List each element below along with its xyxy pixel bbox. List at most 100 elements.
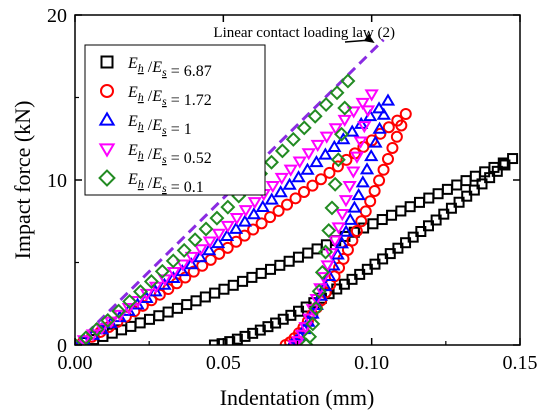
data-point — [175, 263, 190, 277]
data-point — [309, 155, 324, 168]
data-point — [407, 231, 419, 243]
data-point — [264, 192, 279, 205]
data-point — [377, 163, 390, 176]
data-point — [461, 190, 473, 202]
x-tick-label: 0.10 — [354, 352, 389, 374]
data-point — [154, 263, 170, 279]
data-point — [350, 225, 363, 238]
data-point — [165, 253, 181, 269]
data-point — [438, 208, 450, 220]
data-point — [453, 196, 465, 208]
data-point — [75, 337, 83, 345]
data-point — [340, 153, 353, 166]
data-point — [330, 247, 345, 260]
data-point — [247, 197, 262, 210]
data-point — [187, 232, 203, 248]
data-point — [125, 320, 137, 332]
data-point — [432, 188, 444, 200]
data-point — [176, 242, 192, 258]
data-point — [287, 340, 302, 345]
data-point — [327, 176, 343, 192]
data-point — [291, 170, 306, 183]
data-point — [491, 165, 503, 177]
data-point — [395, 205, 407, 217]
data-point — [282, 177, 297, 190]
data-point — [210, 236, 226, 249]
data-point — [143, 274, 159, 290]
legend-box — [84, 44, 266, 196]
data-point — [346, 166, 361, 179]
data-point — [78, 330, 94, 345]
data-point — [227, 279, 239, 291]
annotation-arrowhead — [363, 34, 375, 44]
data-point — [390, 130, 403, 143]
data-point — [175, 259, 191, 272]
data-point — [98, 143, 116, 158]
data-point — [143, 313, 155, 325]
data-point — [255, 217, 268, 230]
data-point — [209, 210, 225, 226]
data-point — [331, 160, 344, 173]
data-point — [343, 212, 358, 225]
data-point — [281, 198, 294, 211]
y-tick-label: 0 — [57, 335, 67, 357]
data-point — [335, 208, 350, 222]
data-point — [342, 180, 357, 194]
data-point — [216, 338, 228, 345]
data-point — [460, 175, 472, 187]
data-point — [423, 192, 435, 204]
data-point — [292, 156, 307, 169]
data-point — [198, 221, 214, 237]
legend-item: Eh /Es = 1.72 — [100, 84, 212, 109]
data-point — [166, 270, 181, 283]
data-point — [184, 251, 200, 265]
data-point — [323, 166, 336, 179]
data-point — [157, 277, 172, 290]
data-point — [386, 209, 398, 221]
data-point — [314, 264, 330, 280]
data-point — [413, 196, 425, 208]
data-point — [368, 135, 383, 148]
data-point — [337, 100, 353, 116]
legend-item: Eh /Es = 1 — [98, 111, 192, 138]
data-point — [351, 188, 366, 201]
y-tick-label: 10 — [47, 170, 67, 192]
data-point — [193, 250, 208, 263]
data-point — [76, 335, 92, 345]
data-point — [98, 111, 116, 126]
data-point — [184, 257, 199, 270]
data-point — [364, 148, 379, 162]
data-point — [334, 126, 350, 142]
data-point — [230, 235, 243, 248]
data-point — [301, 148, 316, 161]
data-point — [239, 330, 251, 342]
data-point — [311, 283, 327, 299]
data-point — [499, 159, 511, 171]
y-axis-title: Impact force (kN) — [10, 101, 35, 260]
data-point — [283, 164, 298, 177]
data-point — [374, 127, 387, 140]
data-point — [330, 152, 346, 168]
data-point — [181, 299, 193, 311]
data-point — [201, 243, 217, 256]
data-point — [395, 119, 408, 132]
data-point — [190, 295, 202, 307]
data-point — [376, 107, 391, 120]
data-point — [382, 121, 395, 134]
data-point — [345, 124, 360, 137]
data-point — [298, 185, 311, 198]
data-point — [364, 195, 377, 208]
data-point — [341, 243, 354, 256]
data-point — [334, 236, 350, 249]
data-point — [318, 147, 333, 160]
data-point — [367, 218, 379, 230]
data-point — [319, 131, 334, 144]
data-point — [359, 205, 372, 218]
data-point — [349, 151, 365, 164]
data-point — [318, 97, 334, 113]
data-point — [246, 271, 258, 283]
data-point — [231, 333, 243, 345]
data-point — [262, 321, 274, 333]
data-point — [476, 178, 488, 190]
